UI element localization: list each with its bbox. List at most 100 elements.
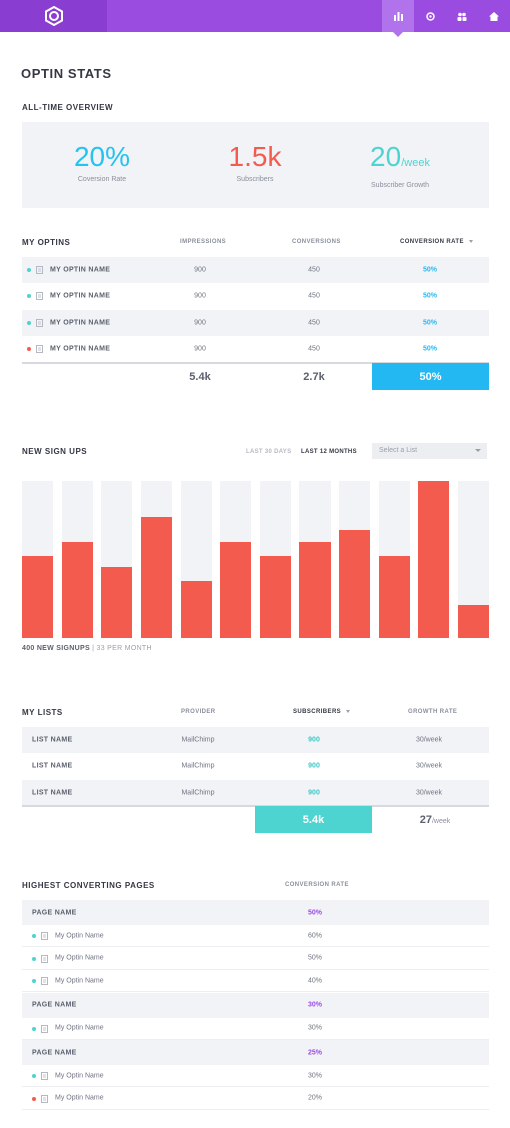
optins-header-impressions[interactable]: IMPRESSIONS bbox=[180, 239, 227, 245]
document-icon bbox=[36, 266, 43, 274]
page-optin-name[interactable]: My Optin Name bbox=[55, 932, 104, 939]
signups-chart bbox=[22, 481, 489, 638]
page-optin-name[interactable]: My Optin Name bbox=[55, 1024, 104, 1032]
page-optin-rate: 60% bbox=[307, 932, 322, 939]
optin-name[interactable]: MY OPTIN NAME bbox=[50, 345, 111, 353]
optin-row[interactable]: MY OPTIN NAME 900 450 50% bbox=[22, 257, 489, 283]
page-group-row[interactable]: PAGE NAME 50% bbox=[22, 900, 489, 925]
chart-bar[interactable] bbox=[140, 517, 172, 638]
page-optin-rate: 50% bbox=[307, 954, 322, 962]
list-provider: MailChimp bbox=[181, 789, 215, 797]
nav-home-button[interactable] bbox=[478, 0, 510, 32]
list-name[interactable]: LIST NAME bbox=[32, 789, 73, 797]
home-icon bbox=[489, 11, 499, 21]
chart-bar[interactable] bbox=[101, 567, 133, 638]
list-growth: 30/week bbox=[415, 789, 443, 797]
range-last-30-days[interactable]: LAST 30 DAYS bbox=[246, 449, 292, 455]
overview-conversion-value: 20% bbox=[73, 141, 131, 172]
document-icon bbox=[41, 954, 48, 963]
list-row[interactable]: LIST NAME MailChimp 900 30/week bbox=[22, 780, 489, 806]
page-optin-row[interactable]: My Optin Name 40% bbox=[22, 970, 489, 992]
document-icon bbox=[36, 319, 43, 327]
page-optin-name[interactable]: My Optin Name bbox=[55, 977, 104, 984]
status-dot bbox=[27, 321, 31, 325]
status-dot bbox=[27, 294, 31, 298]
document-icon bbox=[41, 1072, 48, 1080]
page-group-row[interactable]: PAGE NAME 30% bbox=[22, 992, 489, 1018]
document-icon bbox=[36, 292, 43, 300]
overview-conversion-label: Coversion Rate bbox=[77, 176, 127, 183]
list-growth: 30/week bbox=[415, 736, 443, 744]
support-icon bbox=[425, 11, 435, 21]
optin-impressions: 900 bbox=[194, 266, 206, 274]
optin-name[interactable]: MY OPTIN NAME bbox=[50, 292, 111, 300]
chart-bar[interactable] bbox=[457, 605, 489, 638]
list-row[interactable]: LIST NAME MailChimp 900 30/week bbox=[22, 753, 489, 779]
status-dot bbox=[32, 979, 36, 983]
page-group-row[interactable]: PAGE NAME 25% bbox=[22, 1040, 489, 1065]
page-optin-rate: 30% bbox=[307, 1072, 322, 1079]
overview-title: ALL-TIME OVERVIEW bbox=[22, 103, 114, 112]
signups-title: NEW SIGN UPS bbox=[22, 447, 88, 456]
pages-title: HIGHEST CONVERTING PAGES bbox=[22, 881, 155, 890]
chart-bar[interactable] bbox=[22, 556, 54, 638]
page-name[interactable]: PAGE NAME bbox=[32, 909, 77, 916]
chart-bar[interactable] bbox=[61, 542, 93, 638]
chart-bar[interactable] bbox=[259, 556, 291, 638]
stats-icon bbox=[393, 11, 403, 21]
overview-growth-label: Subscriber Growth bbox=[371, 182, 429, 189]
lists-header-subscribers[interactable]: SUBSCRIBERS bbox=[293, 709, 351, 715]
optin-name[interactable]: MY OPTIN NAME bbox=[50, 319, 111, 327]
page-optin-row[interactable]: My Optin Name 30% bbox=[22, 1018, 489, 1040]
range-last-12-months[interactable]: LAST 12 MONTHS bbox=[301, 449, 357, 455]
list-name[interactable]: LIST NAME bbox=[32, 762, 73, 770]
optin-row[interactable]: MY OPTIN NAME 900 450 50% bbox=[22, 310, 489, 336]
document-icon bbox=[41, 977, 48, 985]
sort-caret-icon bbox=[468, 239, 473, 243]
chart-bar[interactable] bbox=[180, 581, 212, 638]
status-dot bbox=[32, 1074, 36, 1078]
page-optin-row[interactable]: My Optin Name 30% bbox=[22, 1065, 489, 1087]
optins-header-conversions[interactable]: CONVERSIONS bbox=[292, 239, 341, 245]
list-select[interactable]: Select a List bbox=[372, 443, 487, 459]
chart-bar[interactable] bbox=[418, 481, 450, 638]
lists-header-provider[interactable]: PROVIDER bbox=[181, 709, 216, 715]
optin-row[interactable]: MY OPTIN NAME 900 450 50% bbox=[22, 283, 489, 309]
optin-row[interactable]: MY OPTIN NAME 900 450 50% bbox=[22, 336, 489, 362]
page-optin-row[interactable]: My Optin Name 60% bbox=[22, 925, 489, 947]
lists-title: MY LISTS bbox=[22, 708, 63, 717]
overview-growth: 20/week Subscriber Growth bbox=[330, 140, 470, 189]
page-name[interactable]: PAGE NAME bbox=[32, 1049, 77, 1056]
page-title: OPTIN STATS bbox=[21, 66, 112, 81]
chart-bar[interactable] bbox=[339, 529, 371, 638]
page-optin-row[interactable]: My Optin Name 50% bbox=[22, 948, 489, 970]
overview-subscribers-label: Subscribers bbox=[236, 176, 274, 183]
list-growth: 30/week bbox=[415, 762, 443, 770]
optins-title: MY OPTINS bbox=[22, 238, 71, 247]
page-optin-name[interactable]: My Optin Name bbox=[55, 1072, 104, 1079]
optin-name[interactable]: MY OPTIN NAME bbox=[50, 266, 111, 274]
page-optin-row[interactable]: My Optin Name 20% bbox=[22, 1088, 489, 1110]
optin-conversions: 450 bbox=[308, 292, 320, 300]
optins-total-conversions: 2.7k bbox=[303, 371, 325, 383]
list-row[interactable]: LIST NAME MailChimp 900 30/week bbox=[22, 727, 489, 753]
chart-bar[interactable] bbox=[299, 542, 331, 638]
nav-support-button[interactable] bbox=[414, 0, 446, 32]
chart-bar[interactable] bbox=[220, 542, 252, 638]
pages-header-rate[interactable]: CONVERSION RATE bbox=[285, 882, 349, 888]
logo[interactable] bbox=[0, 0, 107, 32]
lists-header-growth[interactable]: GROWTH RATE bbox=[408, 709, 458, 715]
list-name[interactable]: LIST NAME bbox=[32, 736, 73, 744]
page-name[interactable]: PAGE NAME bbox=[32, 1001, 77, 1009]
nav-stats-button[interactable] bbox=[382, 0, 414, 37]
overview-conversion: 20% Coversion Rate bbox=[32, 140, 172, 183]
chevron-down-icon bbox=[475, 449, 481, 452]
document-icon bbox=[41, 932, 48, 940]
list-subscribers: 900 bbox=[308, 736, 320, 744]
page-optin-name[interactable]: My Optin Name bbox=[55, 1094, 104, 1102]
optins-header-rate[interactable]: CONVERSION RATE bbox=[400, 239, 473, 245]
chart-bar[interactable] bbox=[378, 556, 410, 638]
page-optin-name[interactable]: My Optin Name bbox=[55, 954, 104, 962]
page-rate: 50% bbox=[307, 909, 322, 916]
nav-users-button[interactable] bbox=[446, 0, 478, 32]
